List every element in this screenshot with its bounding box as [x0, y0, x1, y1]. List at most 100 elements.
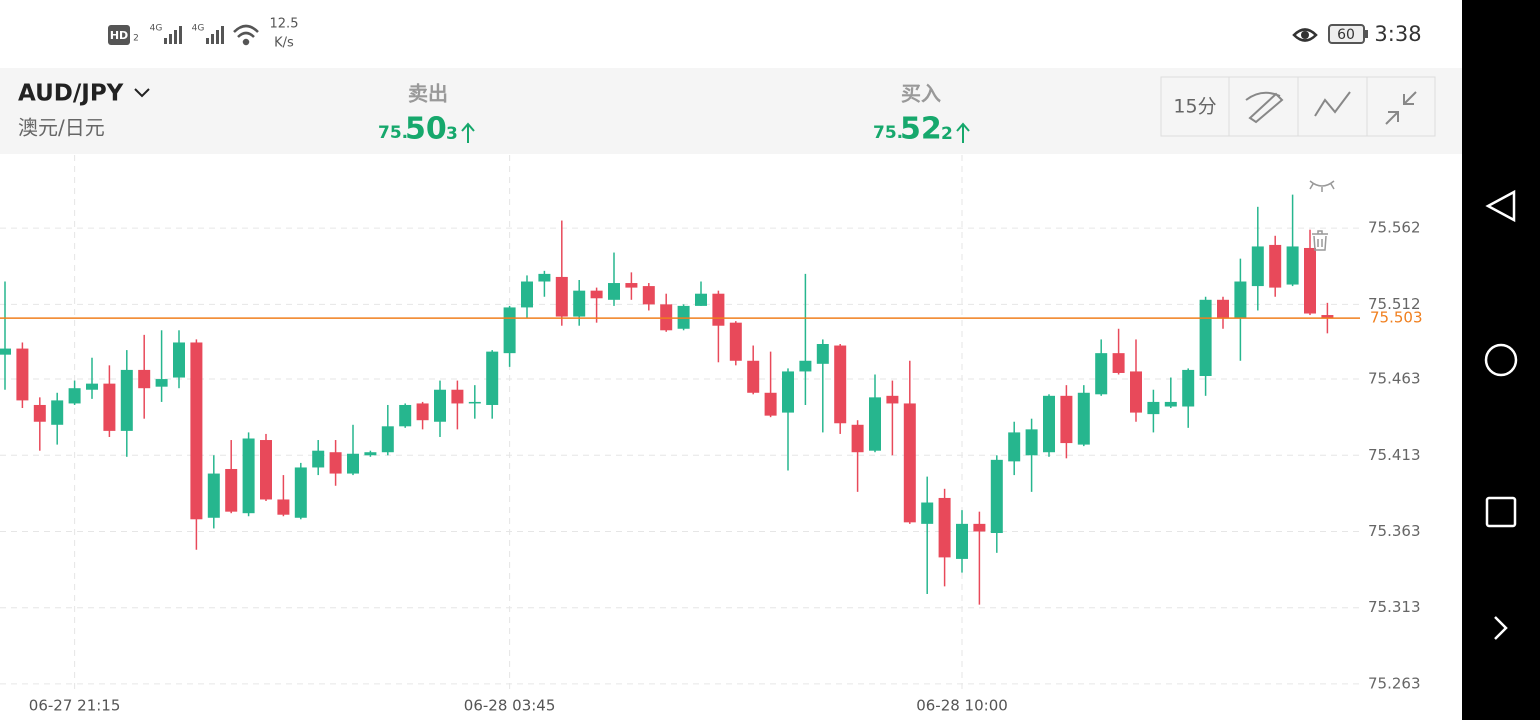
candle-body [1217, 299, 1229, 319]
candle-body [1077, 392, 1090, 445]
candle-body [660, 304, 673, 331]
up-arrow [461, 122, 475, 143]
candle-body [1008, 432, 1021, 462]
candle-body [451, 389, 464, 404]
y-tick-label: 75.313 [1368, 598, 1421, 616]
candle-body [590, 290, 603, 299]
candle-body [416, 403, 429, 421]
candle-body [242, 438, 255, 514]
x-tick-label: 06-28 03:45 [464, 697, 556, 715]
more-button[interactable] [1494, 616, 1508, 640]
candle-body [538, 273, 551, 282]
candle-body [1304, 247, 1316, 314]
candle-body [120, 369, 133, 431]
candle-body [886, 395, 899, 404]
candle-body [260, 440, 272, 500]
delete-icon[interactable] [1312, 230, 1328, 251]
candle-body [782, 371, 794, 413]
candle-body [677, 305, 690, 329]
candle-body [956, 523, 968, 559]
x-tick-label: 06-27 21:15 [29, 697, 121, 715]
candle-body [312, 450, 325, 468]
net-speed: 12.5 [270, 17, 299, 32]
candle-body [712, 293, 725, 326]
candle-body [1025, 429, 1038, 456]
candle-body [521, 281, 533, 308]
candle-body [155, 379, 168, 387]
battery-level: 60 [1337, 27, 1355, 43]
recent-button[interactable] [1485, 496, 1517, 528]
candle-body [0, 348, 11, 355]
candle-body [642, 286, 655, 305]
candle-body [1234, 281, 1247, 319]
candle-body [277, 499, 290, 515]
candle-body [103, 383, 116, 431]
sell-price[interactable]: 75. 50 3 [378, 112, 475, 147]
hd-sub: 2 [133, 34, 139, 44]
candle-body [1095, 353, 1108, 395]
candle-body [207, 473, 220, 518]
candle-body [1060, 395, 1073, 444]
candle-body [903, 403, 916, 523]
candle-body [225, 468, 238, 512]
y-tick-label: 75.263 [1368, 674, 1421, 692]
x-tick-label: 06-28 10:00 [916, 697, 1008, 715]
candle-body [51, 400, 64, 425]
candle-body [399, 404, 412, 427]
pair-dropdown[interactable] [134, 88, 150, 98]
hd-icon [108, 25, 130, 45]
collapse-icon [1385, 91, 1417, 125]
network-type: 4G [150, 24, 163, 34]
price-big: 52 [900, 112, 942, 147]
candle-body [1286, 246, 1299, 285]
candle-body [921, 502, 934, 524]
price-small: 2 [941, 124, 953, 144]
home-button[interactable] [1484, 343, 1518, 377]
candle-body [799, 360, 812, 372]
candle-body [503, 307, 516, 354]
price-small: 3 [446, 124, 458, 144]
candle-body [347, 453, 359, 474]
price-prefix: 75. [873, 123, 903, 143]
hide-icon[interactable] [1309, 180, 1335, 192]
buy-price[interactable]: 75. 52 2 [873, 112, 970, 147]
candle-body [434, 389, 446, 422]
candle-body [138, 369, 151, 389]
chart: 06-27 21:15 06-28 03:45 06-28 10:00 75.263 7… [0, 155, 1423, 715]
battery-tip [1365, 30, 1368, 38]
candle-body [468, 401, 481, 404]
candle-body [816, 344, 829, 364]
candle-body [381, 426, 394, 453]
candle-body [851, 424, 864, 453]
candle-body [555, 276, 568, 317]
candle-body [869, 397, 881, 451]
candle-body [86, 383, 98, 390]
price-big: 50 [405, 112, 447, 147]
candle-body [608, 283, 620, 300]
price-prefix: 75. [378, 123, 408, 143]
indicator-button[interactable] [1297, 76, 1368, 137]
up-arrow [956, 122, 970, 143]
buy-label: 买入 [901, 82, 941, 106]
candle-body [764, 392, 777, 416]
candle-body [1147, 401, 1160, 415]
interval-label: 15分 [1173, 96, 1216, 118]
back-button[interactable] [1485, 189, 1516, 223]
collapse-button[interactable] [1366, 76, 1436, 137]
candle-body [1130, 371, 1142, 413]
battery-icon [1328, 24, 1365, 44]
y-tick-label: 75.363 [1368, 522, 1421, 540]
draw-icon [1245, 91, 1284, 124]
candle-body [834, 345, 847, 424]
pair-symbol[interactable]: AUD/JPY [18, 81, 124, 107]
candle-body [33, 404, 46, 422]
candle-body [1269, 244, 1282, 288]
candle-body [1043, 395, 1055, 453]
signal-icon [164, 26, 182, 44]
candle-body [364, 452, 377, 456]
candle-body [729, 322, 742, 361]
candle-body [329, 452, 342, 474]
net-speed-unit: K/s [274, 36, 294, 51]
candle-body [747, 360, 760, 393]
